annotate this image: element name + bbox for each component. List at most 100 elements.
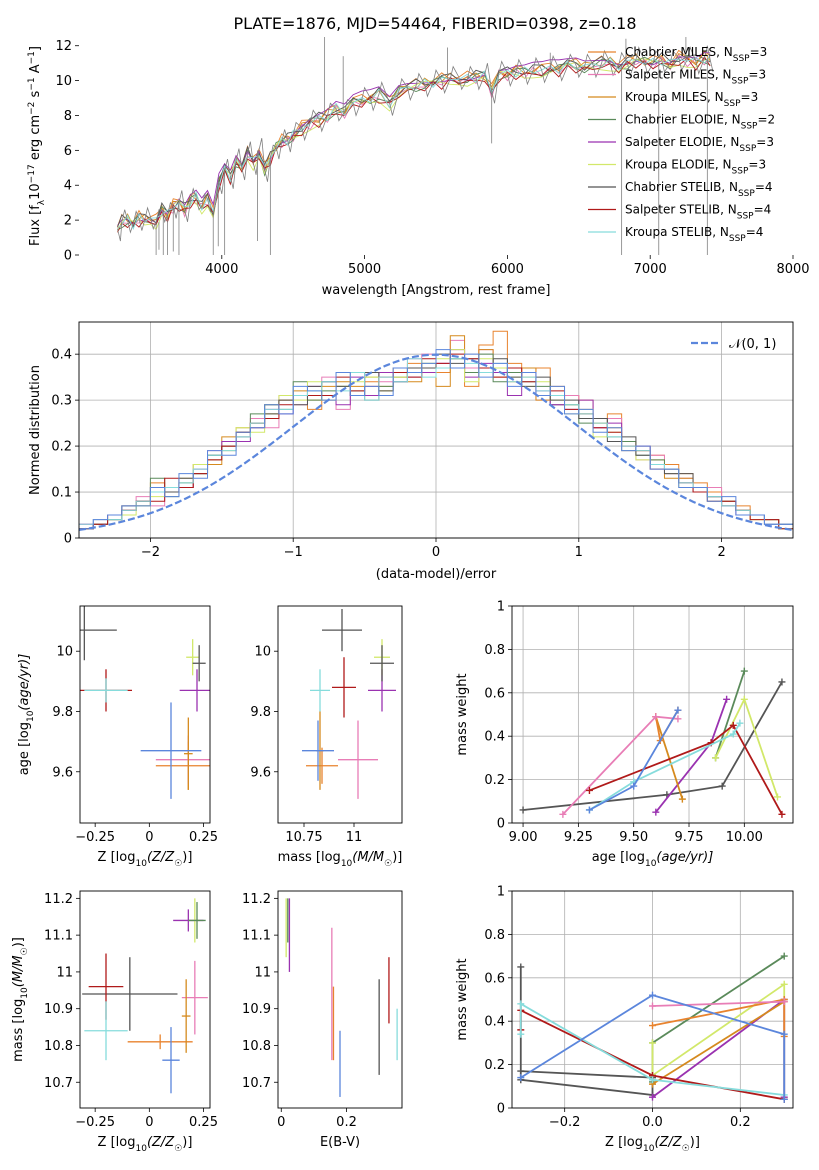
y-tick-label: 11.2 [44,892,73,907]
plot-area [285,898,398,1097]
weight-line [714,670,746,759]
legend-entry: Kroupa STELIB, NSSP=4 [625,225,763,244]
axes-frame [79,605,211,824]
y-axis-label: age [log10(age/yr)] [17,654,36,776]
weight-marker [729,721,737,729]
y-tick-label: 10.8 [44,1039,73,1054]
weight-line [522,681,783,811]
y-tick-label: 12 [55,39,72,54]
weight-marker [517,963,525,971]
x-tick-label: 5000 [348,262,381,277]
y-tick-label: 0.8 [484,928,505,943]
x-tick-label: −1 [284,545,303,560]
x-tick-label: 11 [346,830,363,845]
x-axis-label: Z [log10(Z/Z☉)] [98,1135,193,1154]
y-tick-label: 0.6 [484,686,505,701]
axes-frame [78,321,794,539]
y-tick-label: 0 [64,249,72,264]
y-tick-label: 1 [497,885,505,900]
legend-entry: Kroupa ELODIE, NSSP=3 [625,158,766,177]
plot-area [79,330,793,538]
x-tick-label: 9.00 [509,830,538,845]
y-tick-label: 10.8 [242,1039,271,1054]
panel-residuals: −2 −1 0 1 2 0 0.1 0.2 0.3 0.4 (data-model)/error No… [28,321,794,582]
y-tick-label: 0.4 [484,730,505,745]
weight-line [651,955,785,1082]
x-tick-label: 2 [717,545,725,560]
x-tick-label: 8000 [776,262,809,277]
axes-frame [277,605,403,824]
y-tick-label: 10 [56,645,73,660]
panel-spectrum: 4000 5000 6000 7000 8000 0 2 4 6 8 10 12 wavelength … [27,37,810,298]
y-axis-label: Flux [fλ10−17 erg cm−2 s−1 A−1] [27,46,47,246]
panel-mass-vs-Z: −0.25 0 0.25 10.7 10.8 10.9 11 11.1 11.2 Z [log10… [11,890,218,1154]
y-tick-label: 0.4 [484,1015,505,1030]
observed-spectrum-line [117,45,714,242]
y-tick-label: 10 [55,74,72,89]
y-tick-label: 9.8 [250,705,271,720]
y-tick-label: 0 [497,1102,505,1117]
weight-marker [519,806,527,814]
y-axis-label: mass weight [455,673,470,755]
y-tick-label: 0.6 [484,971,505,986]
x-tick-label: 0 [277,1115,285,1130]
y-tick-label: 0.2 [51,440,72,455]
weight-marker [774,793,782,801]
weight-marker [780,1030,788,1038]
x-tick-label: 0 [432,545,440,560]
weight-marker [649,991,656,999]
x-tick-label: 6000 [491,262,524,277]
weight-line [589,723,783,815]
axes-frame [511,605,794,824]
y-tick-label: 0.3 [51,394,72,409]
y-tick-label: 6 [64,144,72,159]
plot-area [117,37,714,255]
weight-marker [780,952,788,960]
weight-line [588,722,741,811]
weight-marker [718,782,726,790]
y-tick-label: 10 [254,645,271,660]
legend-entry: Salpeter ELODIE, NSSP=3 [625,135,774,154]
weight-line [652,1000,785,1007]
plot-area [80,606,210,799]
y-tick-label: 10.7 [242,1076,271,1091]
legend-entry: Chabrier STELIB, NSSP=4 [625,180,773,199]
weight-marker [585,806,593,814]
x-tick-label: 4000 [205,262,238,277]
y-axis-label: mass [log10(M/M☉)] [11,937,30,1062]
x-tick-label: −0.25 [75,830,115,845]
y-axis-label: mass weight [455,958,470,1040]
gaussian-curve [79,353,793,532]
weight-marker [649,1022,656,1030]
plot-area [302,609,396,799]
weight-line [654,716,684,800]
y-tick-label: 11.1 [242,929,271,944]
weight-marker [649,1002,656,1010]
x-tick-label: 0 [145,1115,153,1130]
weight-marker [559,810,567,818]
y-tick-label: 10.9 [44,1002,73,1017]
weight-marker [652,808,660,816]
x-tick-label: 9.75 [675,830,704,845]
x-axis-label: age [log10(age/yr)] [592,850,714,869]
y-tick-label: 0.2 [484,773,505,788]
axes-frame [277,890,403,1109]
weight-marker [778,810,786,818]
x-tick-label: 0.0 [642,1115,663,1130]
panel-mass-vs-ebv: 0 0.2 10.7 10.8 10.9 11 11.1 11.2 E(B-V) [242,890,403,1150]
x-tick-label: 9.50 [619,830,648,845]
y-tick-label: 11.2 [242,892,271,907]
y-tick-label: 0 [497,817,505,832]
legend-entry: 𝒩(0, 1) [729,337,776,352]
weight-marker [585,786,593,794]
weight-marker [729,730,737,738]
weight-marker [778,678,786,686]
x-tick-label: 0.25 [189,830,218,845]
y-tick-label: 0.1 [51,486,72,501]
residual-histogram [79,349,793,538]
weight-marker [723,695,731,703]
x-tick-label: 0.2 [730,1115,751,1130]
x-tick-label: 0.2 [336,1115,357,1130]
legend-entry: Kroupa MILES, NSSP=3 [625,90,758,109]
